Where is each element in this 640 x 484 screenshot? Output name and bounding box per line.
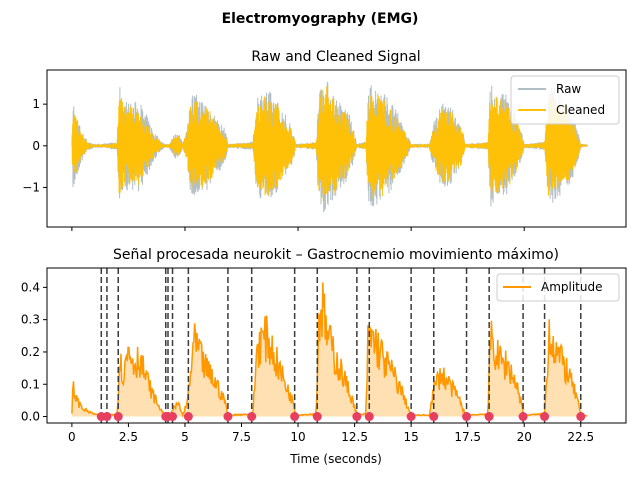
- top-y-tick-label: 0: [32, 139, 40, 153]
- onset-point: [168, 412, 178, 422]
- bottom-y-tick-label: 0.4: [21, 280, 40, 294]
- legend-raw-label: Raw: [556, 82, 581, 96]
- bottom-x-tick-label: 2.5: [119, 430, 138, 444]
- amplitude-fill-area: [71, 282, 588, 417]
- bottom-chart-title: Señal procesada neurokit – Gastrocnemio …: [113, 247, 559, 263]
- bottom-y-tick-label: 0.2: [21, 345, 40, 359]
- top-y-tick-label: −1: [22, 180, 40, 194]
- onset-point: [462, 412, 472, 422]
- bottom-x-tick-label: 7.5: [232, 430, 251, 444]
- bottom-plot-area: [71, 268, 588, 423]
- onset-point: [429, 412, 439, 422]
- legend-cleaned-label: Cleaned: [556, 103, 605, 117]
- onset-point: [576, 412, 586, 422]
- bottom-x-tick-label: 5: [181, 430, 189, 444]
- bottom-x-tick-label: 22.5: [567, 430, 594, 444]
- bottom-y-tick-label: 0.0: [21, 410, 40, 424]
- bottom-legend-box: [496, 273, 620, 302]
- figure-suptitle: Electromyography (EMG): [222, 11, 419, 27]
- onset-point: [290, 412, 300, 422]
- onset-point: [518, 412, 528, 422]
- bottom-x-tick-label: 0: [68, 430, 76, 444]
- top-y-ticks: −1 0 1: [22, 97, 47, 194]
- onset-point: [312, 412, 322, 422]
- onset-point: [183, 412, 193, 422]
- bottom-axes-frame: [46, 267, 627, 424]
- bottom-x-ticks: 0 2.5 5 7.5 10 12.5 15 17.5 20 22.5: [68, 423, 594, 444]
- bottom-x-tick-label: 20: [517, 430, 532, 444]
- top-y-tick-label: 1: [32, 97, 40, 111]
- raw-cleaned-chart: Raw and Cleaned Signal −1 0 1 Raw Cleaned: [22, 49, 627, 231]
- amplitude-chart: Señal procesada neurokit – Gastrocnemio …: [21, 247, 627, 466]
- bottom-y-tick-label: 0.3: [21, 313, 40, 327]
- top-chart-title: Raw and Cleaned Signal: [251, 49, 420, 65]
- series-amplitude-line: [71, 282, 588, 418]
- bottom-x-tick-label: 17.5: [454, 430, 481, 444]
- onset-point: [247, 412, 257, 422]
- bottom-x-tick-label: 12.5: [341, 430, 368, 444]
- series-cleaned-line: [71, 86, 588, 202]
- bottom-y-tick-label: 0.1: [21, 377, 40, 391]
- top-x-ticks: [71, 227, 525, 231]
- onset-point: [484, 412, 494, 422]
- bottom-legend: Amplitude: [496, 273, 620, 302]
- onset-point: [223, 412, 233, 422]
- bottom-y-ticks: 0.0 0.1 0.2 0.3 0.4: [21, 280, 47, 424]
- legend-amplitude-label: Amplitude: [541, 280, 603, 294]
- top-axes-frame: [46, 69, 627, 228]
- bottom-x-tick-label: 10: [290, 430, 305, 444]
- bottom-x-tick-label: 15: [403, 430, 418, 444]
- onset-point: [364, 412, 374, 422]
- onset-point: [102, 412, 112, 422]
- x-axis-label: Time (seconds): [289, 452, 382, 466]
- onset-point: [113, 412, 123, 422]
- top-plot-area: [71, 81, 588, 213]
- onset-point: [406, 412, 416, 422]
- onset-point: [540, 412, 550, 422]
- top-legend: Raw Cleaned: [510, 75, 620, 125]
- onset-point: [352, 412, 362, 422]
